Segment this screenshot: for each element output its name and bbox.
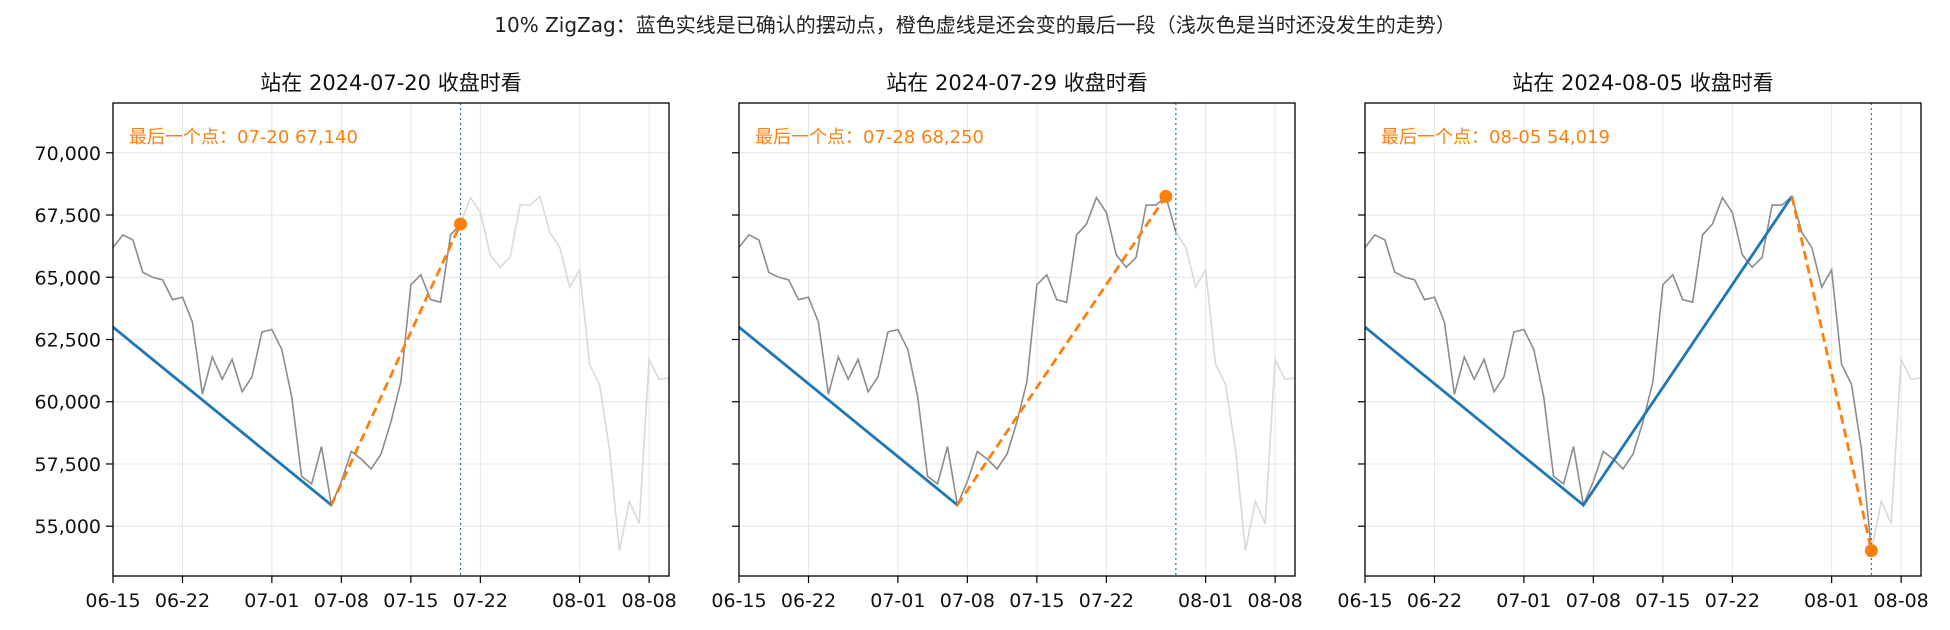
last-point-annotation: 最后一个点：08-05 54,019 — [1381, 127, 1610, 148]
future-price-line — [459, 194, 669, 551]
last-point-annotation: 最后一个点：07-28 68,250 — [755, 127, 984, 148]
x-tick-label: 07-15 — [383, 590, 438, 612]
plot-content — [113, 103, 669, 576]
x-tick-label: 07-22 — [1705, 590, 1760, 612]
x-tick-label: 08-08 — [622, 590, 677, 612]
confirmed-zigzag-line — [113, 326, 333, 507]
x-tick-label: 06-22 — [781, 590, 836, 612]
x-tick-label: 07-22 — [453, 590, 508, 612]
plot-content — [739, 103, 1295, 576]
x-tick-label: 08-01 — [1804, 590, 1859, 612]
x-tick-label: 06-22 — [1407, 590, 1462, 612]
figure-title: 10% ZigZag：蓝色实线是已确认的摆动点，橙色虚线是还会变的最后一段（浅灰… — [494, 13, 1455, 37]
x-tick-label: 07-22 — [1079, 590, 1134, 612]
plot-frame — [1364, 102, 1922, 577]
observed-price-line — [113, 223, 462, 508]
observed-price-line — [1365, 194, 1873, 551]
last-point-marker — [454, 217, 467, 231]
chart-panel-3: 06-15 06-22 07-01 07-08 07-15 07-22 08-01 08-08… — [1337, 71, 1928, 612]
confirmed-zigzag-line — [739, 326, 959, 507]
chart-panel-1: 55,000 57,500 60,000 62,500 65,000 67,500 70,0… — [35, 71, 677, 612]
y-tick-label: 55,000 — [35, 516, 101, 538]
plot-frame — [112, 102, 670, 577]
x-tick-label: 07-08 — [1566, 590, 1621, 612]
last-point-marker — [1864, 544, 1878, 558]
x-tick-label: 08-08 — [1874, 590, 1929, 612]
panel-title: 站在 2024-07-20 收盘时看 — [260, 71, 521, 95]
x-tick-label: 06-15 — [711, 590, 766, 612]
x-tick-label: 08-08 — [1248, 590, 1303, 612]
plot-frame — [738, 102, 1296, 577]
y-tick-label: 57,500 — [35, 454, 101, 476]
x-tick-label: 08-01 — [552, 590, 607, 612]
panel-title: 站在 2024-07-29 收盘时看 — [886, 71, 1147, 95]
confirmed-zigzag-line — [1365, 195, 1794, 507]
tentative-zigzag-leg — [330, 223, 462, 506]
x-tick-label: 06-22 — [155, 590, 210, 612]
last-point-marker — [1159, 189, 1173, 203]
x-tick-label: 06-15 — [1337, 590, 1392, 612]
y-tick-label: 70,000 — [35, 143, 101, 165]
y-tick-label: 65,000 — [35, 267, 101, 289]
observed-price-line — [739, 194, 1177, 508]
y-tick-label: 67,500 — [35, 205, 101, 227]
plot-content — [1365, 103, 1921, 576]
x-tick-label: 07-08 — [314, 590, 369, 612]
tentative-zigzag-leg — [956, 195, 1168, 506]
x-tick-label: 07-01 — [870, 590, 925, 612]
future-price-line — [1175, 232, 1295, 551]
x-tick-label: 06-15 — [85, 590, 140, 612]
x-tick-label: 07-01 — [1496, 590, 1551, 612]
x-tick-label: 07-08 — [940, 590, 995, 612]
x-tick-label: 07-01 — [244, 590, 299, 612]
tentative-zigzag-leg — [1790, 196, 1873, 551]
chart-panel-2: 06-15 06-22 07-01 07-08 07-15 07-22 08-01 08-08… — [711, 71, 1302, 612]
x-tick-label: 07-15 — [1009, 590, 1064, 612]
y-tick-label: 60,000 — [35, 392, 101, 414]
y-tick-label: 62,500 — [35, 330, 101, 352]
x-tick-label: 08-01 — [1178, 590, 1233, 612]
future-price-line — [1870, 356, 1921, 551]
panel-title: 站在 2024-08-05 收盘时看 — [1512, 71, 1773, 95]
x-tick-label: 07-15 — [1635, 590, 1690, 612]
last-point-annotation: 最后一个点：07-20 67,140 — [129, 127, 358, 148]
